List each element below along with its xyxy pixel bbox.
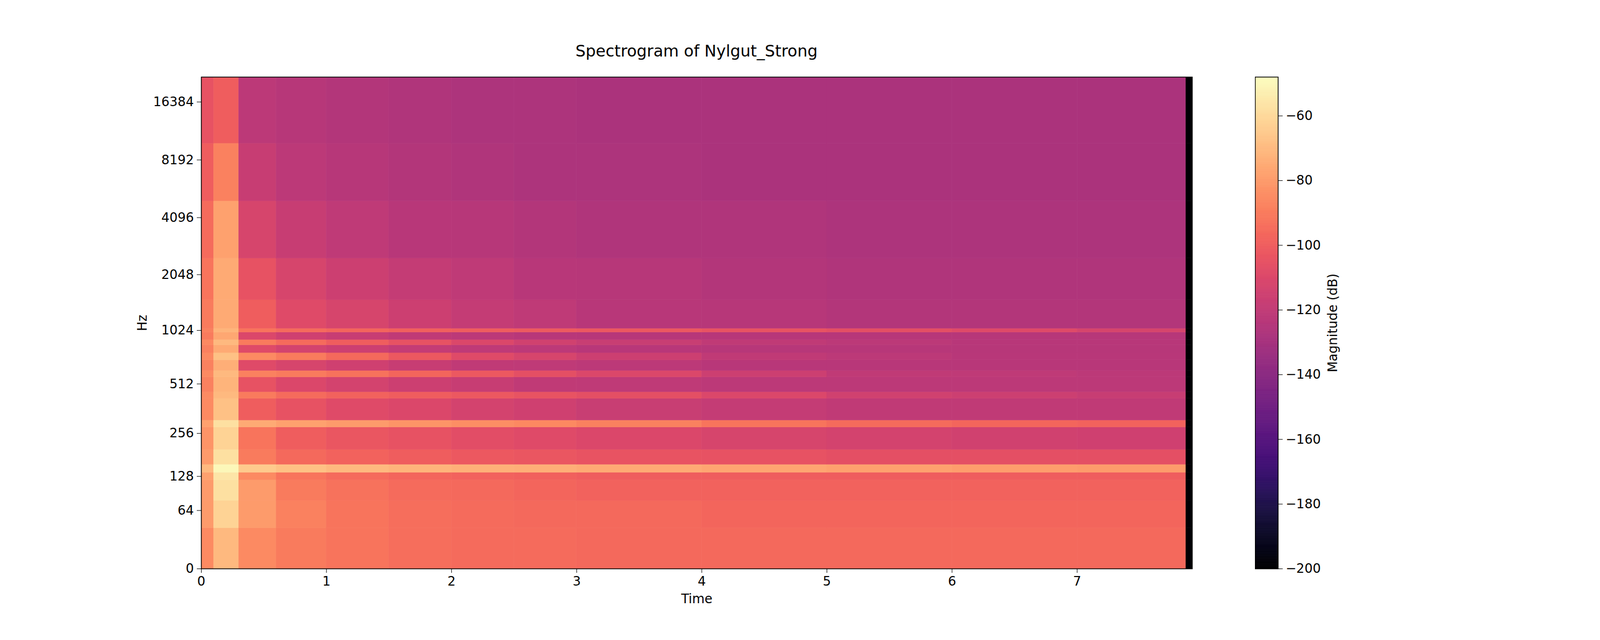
svg-text:Time: Time [680, 591, 713, 607]
svg-text:Hz: Hz [134, 314, 150, 332]
svg-text:6: 6 [947, 573, 956, 589]
svg-text:256: 256 [169, 425, 195, 441]
svg-text:−180: −180 [1285, 496, 1322, 512]
svg-text:−100: −100 [1285, 237, 1322, 253]
svg-text:5: 5 [822, 573, 831, 589]
svg-text:0: 0 [197, 573, 206, 589]
svg-text:4096: 4096 [161, 210, 194, 226]
svg-text:0: 0 [185, 561, 194, 576]
svg-text:−200: −200 [1285, 561, 1322, 576]
svg-text:64: 64 [177, 502, 195, 518]
svg-text:3: 3 [572, 573, 581, 589]
svg-text:8192: 8192 [161, 152, 194, 168]
svg-text:2: 2 [447, 573, 456, 589]
html-text:Spectrogram of Nylgut_Strong: Spectrogram of Nylgut_Strong [575, 41, 818, 61]
svg-text:1: 1 [322, 573, 331, 589]
svg-text:Magnitude (dB): Magnitude (dB) [1325, 273, 1341, 373]
svg-text:512: 512 [169, 376, 195, 392]
svg-text:−160: −160 [1285, 432, 1322, 447]
svg-text:1024: 1024 [161, 322, 194, 338]
svg-text:16384: 16384 [153, 94, 194, 110]
svg-text:4: 4 [697, 573, 706, 589]
svg-text:−140: −140 [1285, 366, 1322, 382]
svg-text:128: 128 [169, 468, 195, 484]
svg-text:−60: −60 [1285, 108, 1314, 124]
svg-text:2048: 2048 [161, 267, 194, 283]
svg-text:7: 7 [1073, 573, 1082, 589]
svg-text:−120: −120 [1285, 302, 1322, 318]
svg-text:−80: −80 [1285, 172, 1314, 188]
